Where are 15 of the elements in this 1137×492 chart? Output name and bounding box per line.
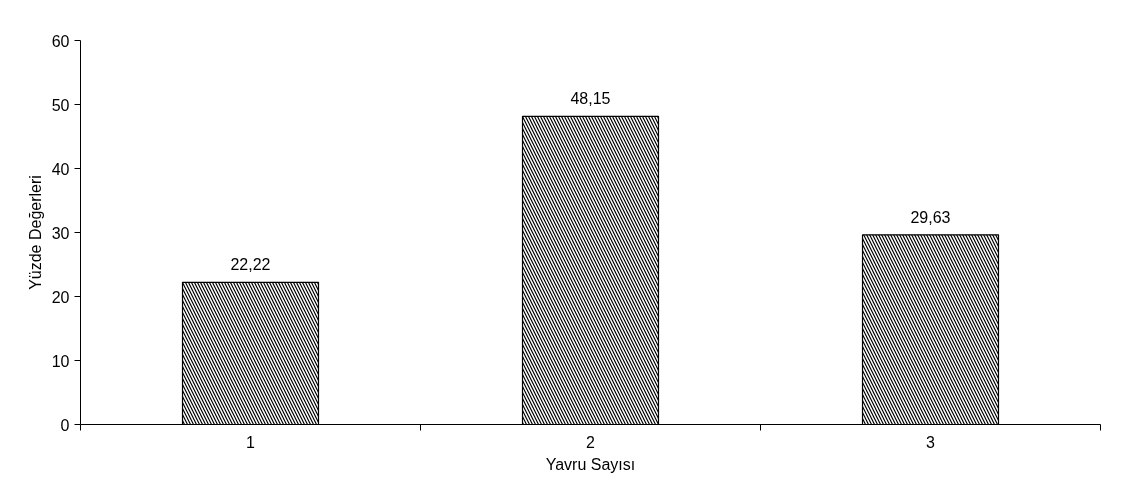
- data-label: 22,22: [230, 256, 271, 274]
- x-axis-title: Yavru Sayısı: [545, 455, 636, 473]
- y-tick-label: 20: [51, 288, 70, 306]
- data-label: 48,15: [570, 90, 611, 108]
- y-tick-label: 50: [51, 96, 70, 114]
- y-tick-label: 30: [51, 224, 70, 242]
- x-tick-label: 2: [586, 433, 596, 451]
- y-tick-label: 60: [51, 32, 70, 50]
- y-axis-title: Yüzde Değerleri: [26, 175, 44, 290]
- y-tick-label: 0: [60, 416, 70, 434]
- x-tick-label: 3: [926, 433, 936, 451]
- data-label: 29,63: [910, 208, 951, 226]
- y-tick-label: 40: [51, 160, 70, 178]
- x-tick-label: 1: [246, 433, 256, 451]
- y-tick-label: 10: [51, 352, 70, 370]
